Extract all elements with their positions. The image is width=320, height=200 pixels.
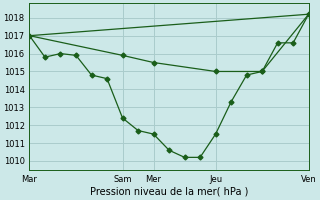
X-axis label: Pression niveau de la mer( hPa ): Pression niveau de la mer( hPa )	[90, 187, 248, 197]
